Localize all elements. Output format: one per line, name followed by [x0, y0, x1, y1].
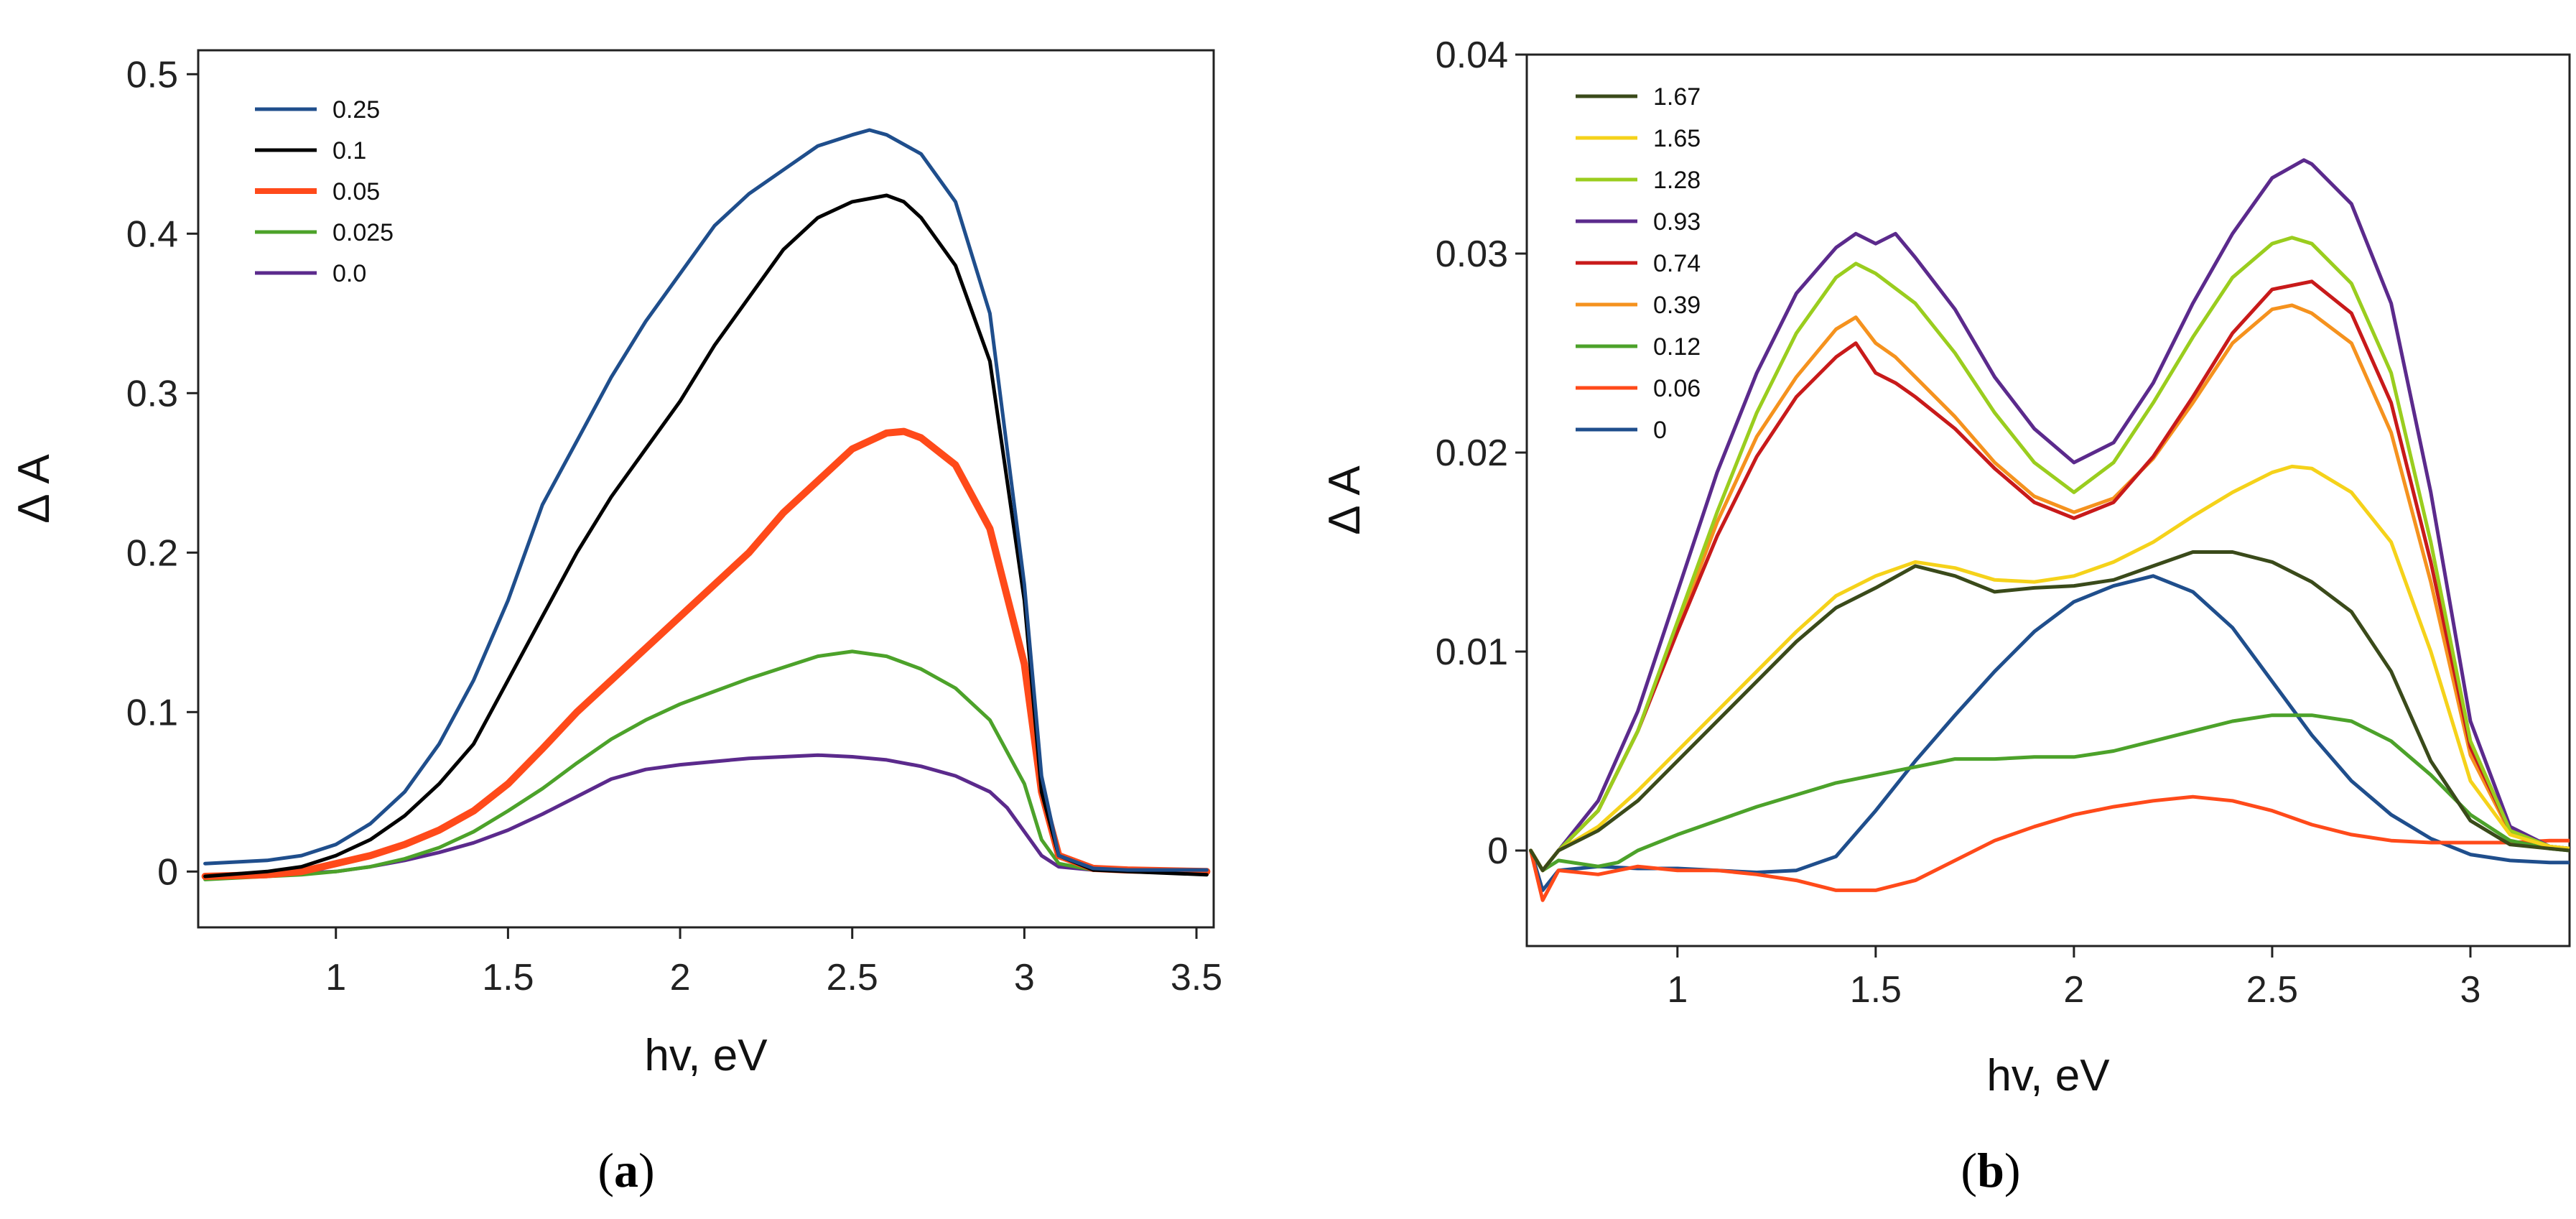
series-line [1529, 713, 2570, 873]
y-tick-label: 0.1 [126, 692, 178, 733]
y-tick-label: 0 [1487, 830, 1508, 872]
series-line [1529, 794, 2570, 902]
legend-label: 1.65 [1653, 125, 1701, 152]
legend-label: 0.93 [1653, 208, 1701, 236]
series-line [203, 128, 1209, 872]
x-tick-label: 1 [1667, 969, 1688, 1011]
x-tick-label: 1.5 [482, 957, 534, 998]
x-tick-label: 2 [670, 957, 691, 998]
y-tick-label: 0.01 [1436, 631, 1508, 673]
legend-label: 0.06 [1653, 375, 1701, 402]
series-line [1529, 464, 2570, 873]
legend-label: 0.0 [333, 260, 366, 287]
y-tick-label: 0.04 [1436, 34, 1508, 76]
legend-label: 0.25 [333, 96, 380, 124]
legend-label: 0.12 [1653, 333, 1701, 361]
y-tick-label: 0.2 [126, 532, 178, 574]
legend: 0.25 0.1 0.05 0.025 0.0 [255, 96, 394, 287]
series-line [203, 649, 1209, 881]
series-line [1529, 236, 2570, 873]
legend-label: 0.39 [1653, 292, 1701, 319]
series-group [1529, 158, 2570, 902]
x-tick-label: 3.5 [1171, 957, 1222, 998]
legend-label: 0.1 [333, 137, 366, 164]
y-tick-label: 0.5 [126, 54, 178, 96]
series-line [1529, 550, 2570, 873]
x-tick-label: 2 [2063, 969, 2084, 1011]
legend-label: 0.025 [333, 219, 394, 246]
series-group [201, 128, 1211, 881]
legend: 1.67 1.65 1.28 0.93 0.74 0.39 0.12 0.06 0 [1576, 83, 1701, 444]
y-axis-title: Δ A [1320, 465, 1370, 535]
series-line [203, 193, 1209, 879]
y-axis-title: Δ A [9, 454, 59, 524]
y-tick-label: 0 [157, 851, 178, 893]
chart-a: 1 1.5 2 2.5 3 3.5 0 0.1 0.2 0.3 0.4 0.5 hv, eV Δ A 0.2… [9, 49, 1222, 1080]
plot-frame [197, 49, 1215, 929]
series-line [201, 427, 1211, 880]
series-line [1529, 158, 2570, 873]
y-tick-label: 0.02 [1436, 432, 1508, 474]
legend-label: 1.67 [1653, 83, 1701, 111]
x-tick-label: 3 [2460, 969, 2481, 1011]
x-tick-label: 2.5 [827, 957, 878, 998]
caption-b: (b) [1961, 1143, 2020, 1197]
x-axis-title: hv, eV [644, 1031, 768, 1080]
x-tick-label: 1.5 [1850, 969, 1902, 1011]
caption-a: (a) [597, 1143, 654, 1197]
caption-b-letter: b [1977, 1143, 2004, 1197]
x-tick-label: 1 [325, 957, 346, 998]
legend-label: 0 [1653, 417, 1667, 444]
y-tick-label: 0.03 [1436, 233, 1508, 275]
caption-a-letter: a [614, 1143, 638, 1197]
legend-label: 0.74 [1653, 250, 1701, 277]
series-line [1529, 279, 2570, 873]
legend-label: 1.28 [1653, 167, 1701, 194]
y-tick-label: 0.4 [126, 213, 178, 255]
plot-frame [1525, 53, 2571, 947]
legend-label: 0.05 [333, 178, 380, 205]
y-tick-label: 0.3 [126, 373, 178, 414]
x-tick-label: 3 [1014, 957, 1035, 998]
series-line [1529, 303, 2570, 873]
x-tick-label: 2.5 [2246, 969, 2298, 1011]
x-axis-title: hv, eV [1986, 1051, 2110, 1100]
